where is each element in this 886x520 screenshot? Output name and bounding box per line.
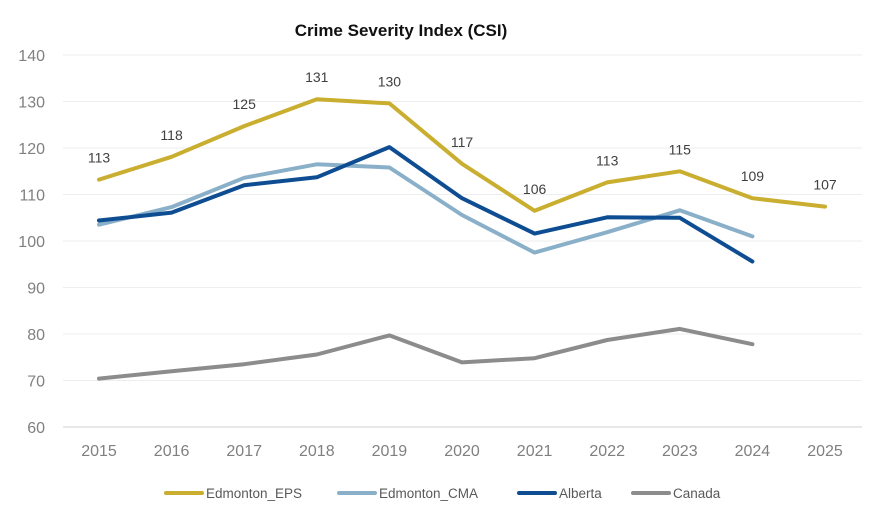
x-tick-label: 2018: [299, 443, 335, 460]
x-tick-label: 2017: [226, 443, 262, 460]
data-label: 117: [451, 134, 474, 150]
data-label: 107: [813, 177, 837, 193]
data-label: 131: [305, 69, 329, 85]
data-labels: 113 118 125 131 130 117 106 113 115 109 107: [88, 69, 837, 197]
legend-label: Edmonton_CMA: [379, 486, 478, 501]
data-label: 113: [596, 152, 619, 168]
x-axis-ticks: 2015 2016 2017 2018 2019 2020 2021 2022 2023 2024…: [81, 443, 843, 460]
data-label: 125: [233, 96, 257, 112]
legend-item-edmonton-cma: Edmonton_CMA: [337, 486, 478, 501]
x-tick-label: 2023: [662, 443, 698, 460]
data-label: 115: [669, 141, 692, 157]
chart-title: Crime Severity Index (CSI): [295, 21, 508, 40]
x-tick-label: 2022: [589, 443, 625, 460]
legend: Edmonton_EPS Edmonton_CMA Alberta Canada: [164, 486, 721, 501]
y-tick-label: 80: [27, 327, 45, 344]
x-tick-label: 2024: [735, 443, 771, 460]
series-line-edmonton-eps: [97, 97, 827, 213]
x-tick-label: 2016: [154, 443, 190, 460]
x-tick-label: 2021: [517, 443, 553, 460]
x-tick-label: 2019: [372, 443, 408, 460]
series-lines: [97, 97, 827, 381]
data-label: 106: [523, 181, 547, 197]
y-tick-label: 70: [27, 374, 45, 391]
x-tick-label: 2025: [807, 443, 843, 460]
data-label: 118: [160, 127, 183, 143]
x-tick-label: 2020: [444, 443, 480, 460]
data-label: 113: [88, 150, 111, 166]
series-line-alberta: [97, 145, 755, 264]
y-tick-label: 140: [18, 48, 45, 65]
y-tick-label: 130: [18, 95, 45, 112]
y-axis-ticks: 60 70 80 90 100 110 120 130 140: [18, 48, 45, 437]
legend-item-canada: Canada: [631, 486, 721, 501]
series-line-canada: [97, 326, 755, 381]
y-tick-label: 110: [19, 188, 45, 205]
data-label: 109: [741, 168, 765, 184]
legend-item-edmonton-eps: Edmonton_EPS: [164, 486, 302, 501]
y-tick-label: 120: [18, 141, 45, 158]
y-tick-label: 60: [27, 420, 45, 437]
legend-label: Canada: [673, 486, 721, 501]
y-tick-label: 100: [18, 234, 45, 251]
series-line-edmonton-cma: [97, 162, 755, 255]
y-tick-label: 90: [27, 281, 45, 298]
legend-label: Edmonton_EPS: [206, 486, 302, 501]
x-tick-label: 2015: [81, 443, 117, 460]
data-label: 130: [378, 73, 402, 89]
legend-label: Alberta: [559, 486, 602, 501]
legend-item-alberta: Alberta: [517, 486, 602, 501]
